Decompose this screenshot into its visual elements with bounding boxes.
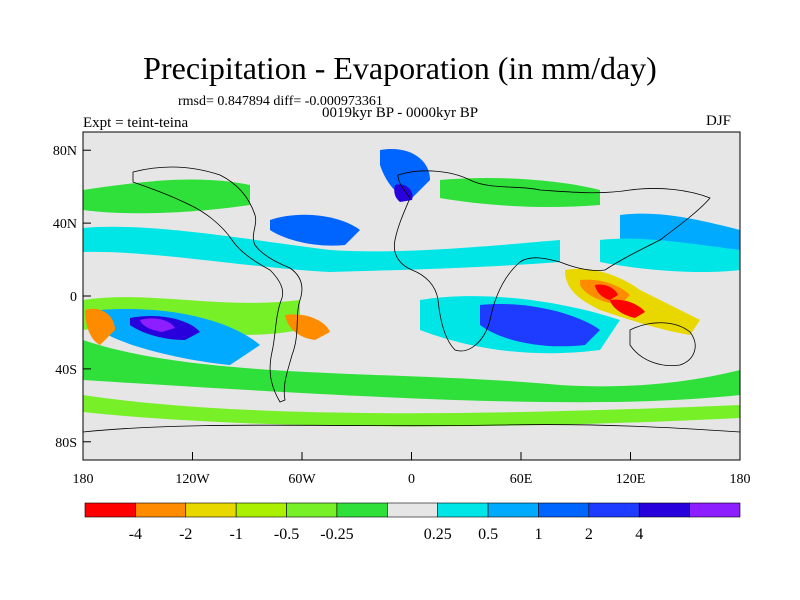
colorbar-swatch [336,502,388,518]
contour-band [83,226,560,272]
colorbar-swatch [689,502,741,518]
contour-band [85,308,115,345]
colorbar-label: 2 [585,526,593,543]
precip-evap-field [83,149,740,433]
colorbar-swatch [487,502,539,518]
colorbar-swatch [185,502,237,518]
colorbar-label: -0.25 [320,526,353,543]
australia-coast [629,322,696,367]
contour-band [270,214,360,246]
contour-band [83,179,250,214]
lon-tick-label: 120W [175,472,210,487]
colorbar-swatch [235,502,287,518]
lat-axis: 80N 40N 0 40S 80S [53,144,91,451]
colorbar: -4 -2 -1 -0.5 -0.25 0.25 0.5 1 2 4 [84,502,741,543]
colorbar-label: 4 [635,526,643,543]
contour-fills [83,149,740,427]
contour-band [440,178,600,208]
contour-band [600,238,740,273]
americas-coast [132,166,303,403]
colorbar-swatch [437,502,489,518]
colorbar-label: -1 [229,526,242,543]
antarctica-coast [83,424,740,433]
experiment-label: Expt = teint-teina [83,115,189,131]
contour-band [394,184,413,202]
colorbar-swatch [538,502,590,518]
colorbar-swatch [588,502,640,518]
lat-tick-label: 40N [53,217,77,232]
lat-tick-label: 40S [55,363,77,378]
colorbar-label: 0.5 [478,526,498,543]
colorbar-label: -0.5 [274,526,299,543]
contour-band [595,284,618,300]
lon-axis: 180 120W 60W 0 60E 120E 180 [73,452,751,487]
eurasia-africa-coast [393,170,711,352]
colorbar-label: 1 [534,526,542,543]
contour-band [285,314,330,340]
contour-band [83,340,740,403]
colorbar-label: 0.25 [424,526,452,543]
lon-tick-label: 120E [616,472,646,487]
colorbar-swatch [84,502,136,518]
lat-tick-label: 80N [53,144,77,159]
season-label: DJF [706,113,732,129]
period-text: 0019kyr BP - 0000kyr BP [322,105,479,121]
lon-tick-label: 60E [510,472,533,487]
coastlines [83,166,740,433]
colorbar-label: -2 [179,526,192,543]
colorbar-swatch [638,502,690,518]
contour-band [140,318,175,332]
plot-title: Precipitation - Evaporation (in mm/day) [143,50,657,86]
colorbar-label: -4 [129,526,142,543]
contour-band [610,299,645,318]
colorbar-swatch [286,502,338,518]
colorbar-swatch [135,502,187,518]
lon-tick-label: 180 [730,472,751,487]
lon-tick-label: 0 [408,472,415,487]
contour-band [480,304,600,347]
colorbar-swatch [387,502,438,518]
lat-tick-label: 0 [70,290,77,305]
lon-tick-label: 60W [288,472,316,487]
contour-band [83,395,740,427]
stats-text: rmsd= 0.847894 diff= -0.000973361 [178,94,383,109]
lat-tick-label: 80S [55,436,77,451]
contour-band [380,149,430,200]
lon-tick-label: 180 [73,472,94,487]
